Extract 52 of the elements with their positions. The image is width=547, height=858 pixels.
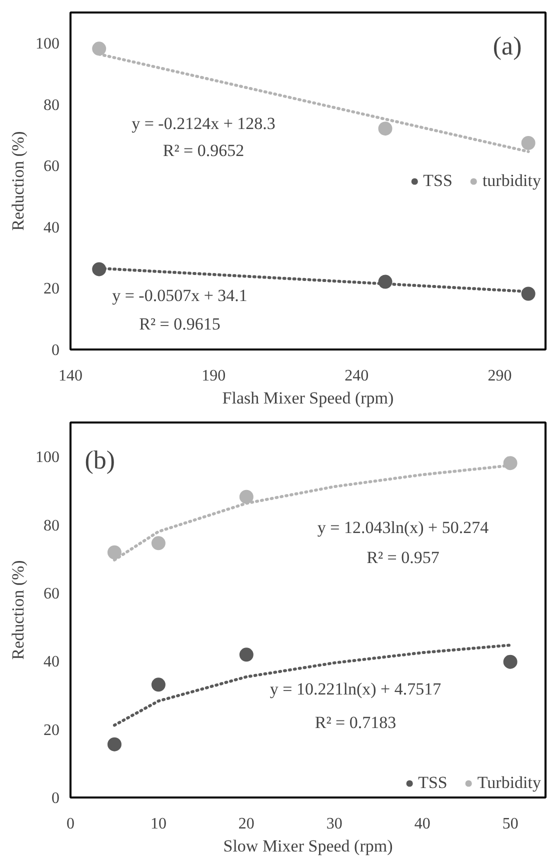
point	[92, 42, 106, 56]
y-tick-label: 80	[44, 517, 60, 534]
y-tick-label: 60	[44, 158, 60, 176]
annotation: R² = 0.9652	[162, 141, 244, 160]
x-axis-title: Flash Mixer Speed (rpm)	[222, 388, 394, 408]
x-tick-label: 20	[238, 816, 254, 832]
x-tick-label: 290	[488, 368, 512, 384]
y-tick-label: 80	[44, 96, 60, 114]
y-tick-label: 20	[44, 722, 60, 739]
x-tick-label: 30	[326, 816, 342, 832]
point	[107, 545, 122, 560]
point	[107, 737, 122, 752]
point	[521, 136, 536, 150]
annotation: y = -0.0507x + 34.1	[112, 286, 248, 306]
point	[503, 654, 518, 669]
x-tick-label: 40	[414, 816, 430, 832]
point	[151, 678, 166, 692]
text: (b)	[84, 446, 116, 474]
legend-label: Turbidity	[477, 773, 541, 793]
y-tick-label: 40	[44, 219, 60, 236]
annotation: R² = 0.7183	[314, 713, 396, 732]
x-tick-label: 10	[150, 816, 166, 832]
annotation: y = 12.043ln(x) + 50.274	[317, 518, 490, 537]
point	[239, 648, 254, 662]
x-tick-label: 240	[344, 368, 369, 384]
point	[378, 122, 392, 136]
legend-label: turbidity	[482, 170, 541, 190]
y-tick-label: 0	[52, 342, 60, 359]
point	[239, 490, 254, 504]
x-tick-label: 190	[202, 368, 226, 384]
y-tick-label: 20	[44, 280, 60, 298]
annotation: R² = 0.9615	[139, 314, 220, 334]
x-tick-label: 50	[502, 816, 518, 832]
y-tick-label: 60	[44, 585, 60, 602]
y-tick-label: 40	[44, 654, 60, 671]
annotation: y = -0.2124x + 128.3	[132, 114, 276, 134]
text: (a)	[492, 32, 522, 61]
annotation: R² = 0.957	[366, 548, 440, 567]
line-series	[112, 644, 512, 727]
x-axis-title: Slow Mixer Speed (rpm)	[223, 836, 393, 856]
x-tick-label: 0	[66, 816, 74, 832]
annotation: y = 10.221ln(x) + 4.7517	[270, 679, 442, 698]
y-tick-label: 100	[36, 36, 60, 53]
x-tick-label: 140	[58, 368, 82, 384]
y-axis-title: Reduction (%)	[8, 560, 28, 660]
legend-label: TSS	[423, 170, 452, 190]
y-axis-title: Reduction (%)	[8, 131, 28, 231]
legend-label: TSS	[418, 773, 448, 793]
y-tick-label: 100	[36, 449, 60, 466]
point	[151, 536, 166, 550]
point	[521, 286, 536, 301]
y-tick-label: 0	[52, 790, 60, 807]
